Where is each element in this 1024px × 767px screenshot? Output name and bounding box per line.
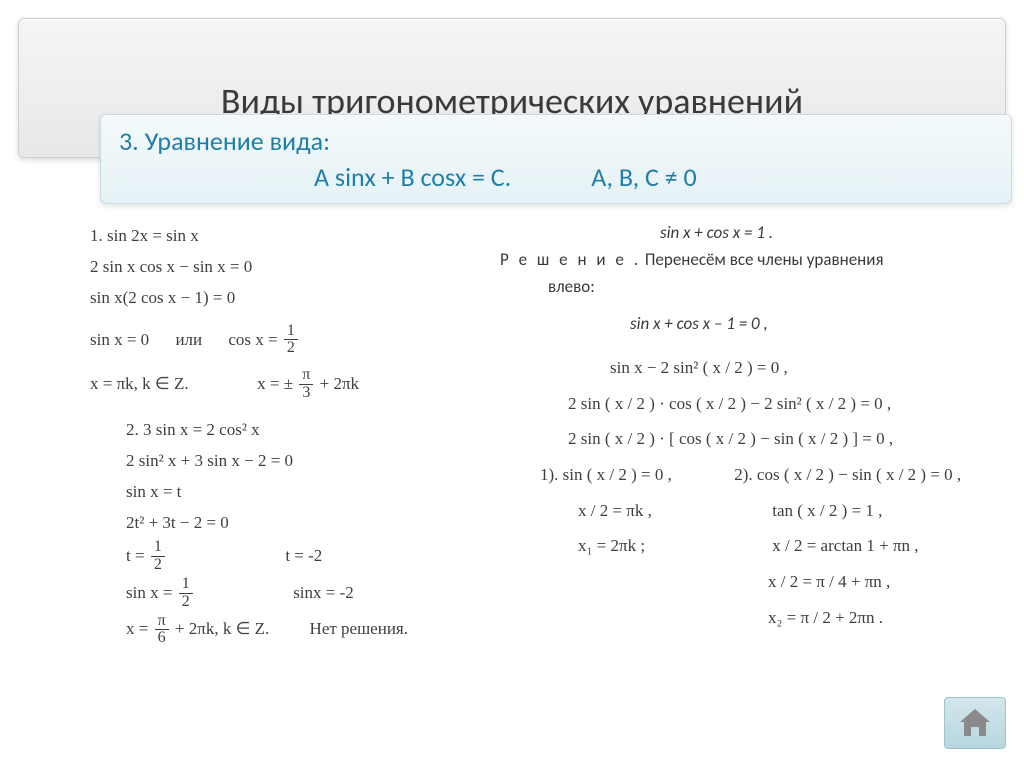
solution-label-line: Р е ш е н и е . Перенесём все члены урав…	[500, 249, 1010, 270]
eq-part: + 2πk, k ∈ Z.	[175, 615, 269, 644]
eq-line: sin x = t	[126, 478, 490, 507]
math-derivation: sin x − 2 sin² ( x / 2 ) = 0 , 2 sin ( x…	[540, 350, 1010, 636]
math-line: sin x − 2 sin² ( x / 2 ) = 0 ,	[540, 350, 1010, 386]
fraction: 12	[151, 539, 165, 574]
fraction: 12	[284, 323, 298, 358]
fraction: 12	[179, 576, 193, 611]
home-icon	[957, 707, 993, 739]
eq-part: cos x =	[228, 326, 277, 355]
eq-part: x = ±	[257, 370, 293, 399]
eq-line: 2 sin² x + 3 sin x − 2 = 0	[126, 447, 490, 476]
math-line: 1). sin ( x / 2 ) = 0 , 2). cos ( x / 2 …	[540, 457, 1010, 493]
math-case-1: 1). sin ( x / 2 ) = 0 ,	[540, 457, 730, 493]
math-line: 2 sin ( x / 2 ) · cos ( x / 2 ) − 2 sin²…	[540, 386, 1010, 422]
solution-text: Перенесём все члены уравнения	[641, 249, 883, 270]
eq-line: sin x = 12 sinx = -2	[126, 576, 490, 611]
math-part: x / 2 = πk ,	[578, 493, 768, 529]
left-block-2: 2. 3 sin x = 2 cos² x 2 sin² x + 3 sin x…	[126, 416, 490, 647]
math-line: x₂ = π / 2 + 2πn .	[540, 600, 1010, 636]
eq-part: t =	[126, 542, 145, 571]
eq-line: 1. sin 2x = sin x	[90, 222, 490, 251]
eq-part: sin x = 0	[90, 326, 149, 355]
math-part: tan ( x / 2 ) = 1 ,	[772, 501, 882, 520]
right-column: sin x + cos x = 1 . Р е ш е н и е . Пере…	[500, 222, 1010, 334]
math-line: 2 sin ( x / 2 ) · [ cos ( x / 2 ) − sin …	[540, 421, 1010, 457]
left-column: 1. sin 2x = sin x 2 sin x cos x − sin x …	[90, 222, 490, 649]
eq-part: x = πk, k ∈ Z.	[90, 370, 189, 399]
eq-part: Нет решения.	[310, 615, 408, 644]
eq-part: x =	[126, 615, 148, 644]
equation-type-formula: A sinx + B cosx = C. A, B, C ≠ 0	[119, 161, 993, 193]
eq-part: t = -2	[285, 542, 322, 571]
eq-line: 2t² + 3t − 2 = 0	[126, 509, 490, 538]
eq-line: sin x(2 cos x − 1) = 0	[90, 284, 490, 313]
math-case-2: 2). cos ( x / 2 ) − sin ( x / 2 ) = 0 ,	[734, 465, 961, 484]
example-equation: sin x + cos x = 1 .	[500, 222, 1010, 243]
math-part: x₁ = 2πk ;	[578, 528, 768, 564]
eq-line: x = π6 + 2πk, k ∈ Z. Нет решения.	[126, 613, 490, 648]
formula-right: A, B, C ≠ 0	[591, 161, 697, 193]
eq-line: t = 12 t = -2	[126, 539, 490, 574]
solution-text-cont: влево:	[500, 276, 1010, 297]
eq-line: 2 sin x cos x − sin x = 0	[90, 253, 490, 282]
formula-left: A sinx + B cosx = C.	[314, 161, 511, 193]
solution-label: Р е ш е н и е .	[500, 249, 641, 270]
fraction: π6	[155, 613, 169, 648]
equation-rearranged: sin x + cos x – 1 = 0 ,	[500, 313, 1010, 334]
home-button[interactable]	[944, 697, 1006, 749]
equation-type-heading: 3. Уравнение вида:	[119, 125, 993, 157]
math-line: x / 2 = πk , tan ( x / 2 ) = 1 ,	[540, 493, 1010, 529]
eq-line: sin x = 0 или cos x = 12	[90, 323, 490, 358]
page-title: Виды тригонометрических уравнений	[19, 19, 1005, 123]
eq-part: sinx = -2	[293, 579, 354, 608]
math-line: x₁ = 2πk ; x / 2 = arctan 1 + πn ,	[540, 528, 1010, 564]
eq-or: или	[175, 326, 202, 355]
math-part: x / 2 = arctan 1 + πn ,	[772, 536, 918, 555]
eq-line: 2. 3 sin x = 2 cos² x	[126, 416, 490, 445]
eq-line: x = πk, k ∈ Z. x = ± π3 + 2πk	[90, 367, 490, 402]
subtitle-panel: 3. Уравнение вида: A sinx + B cosx = C.A…	[100, 114, 1012, 204]
fraction: π3	[299, 367, 313, 402]
eq-part: sin x =	[126, 579, 172, 608]
eq-part: + 2πk	[320, 370, 359, 399]
math-line: x / 2 = π / 4 + πn ,	[540, 564, 1010, 600]
